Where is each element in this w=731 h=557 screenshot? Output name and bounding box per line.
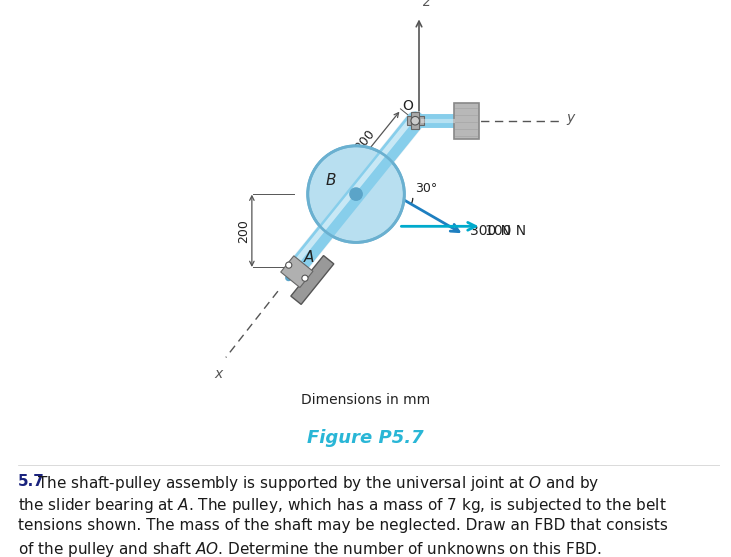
Bar	[406, 116, 415, 125]
Bar	[415, 116, 424, 125]
Text: O: O	[402, 99, 413, 113]
Text: 100: 100	[361, 188, 386, 214]
Circle shape	[411, 116, 420, 125]
Bar	[411, 121, 420, 129]
Text: B: B	[325, 173, 336, 188]
Text: tensions shown. The mass of the shaft may be neglected. Draw an FBD that consist: tensions shown. The mass of the shaft ma…	[18, 518, 668, 533]
Text: 200: 200	[352, 128, 377, 154]
Circle shape	[308, 146, 404, 242]
Text: 30°: 30°	[414, 182, 437, 195]
Text: of the pulley and shaft $AO$. Determine the number of unknowns on this FBD.: of the pulley and shaft $AO$. Determine …	[18, 540, 602, 557]
Text: y: y	[567, 111, 575, 125]
Bar	[454, 102, 479, 139]
Text: 300 N: 300 N	[470, 223, 511, 238]
Polygon shape	[291, 256, 334, 305]
Circle shape	[302, 275, 308, 281]
Text: Figure P5.7: Figure P5.7	[307, 429, 424, 447]
Text: A: A	[303, 250, 314, 265]
Polygon shape	[281, 256, 313, 287]
Circle shape	[286, 262, 292, 268]
Text: the slider bearing at $A$. The pulley, which has a mass of 7 kg, is subjected to: the slider bearing at $A$. The pulley, w…	[18, 496, 667, 515]
Circle shape	[350, 188, 362, 201]
Text: The shaft-pulley assembly is supported by the universal joint at $O$ and by: The shaft-pulley assembly is supported b…	[18, 473, 599, 493]
Text: 5.7: 5.7	[18, 473, 45, 488]
Text: Dimensions in mm: Dimensions in mm	[301, 393, 430, 407]
Text: x: x	[215, 367, 223, 381]
Text: 200: 200	[237, 219, 250, 243]
Text: 100 N: 100 N	[485, 224, 526, 238]
Bar	[411, 112, 420, 121]
Text: z: z	[423, 0, 430, 9]
